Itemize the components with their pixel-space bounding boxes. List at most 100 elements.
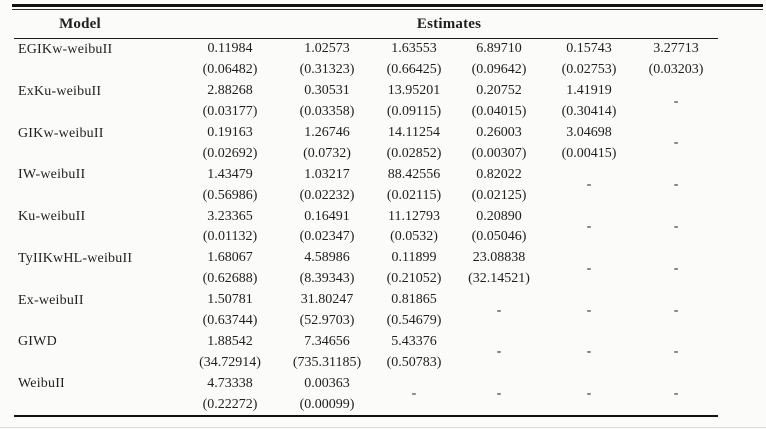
missing-value-cell: - [496, 302, 502, 318]
table-row-stderr: (0.03177) (0.03358) (0.09115) (0.04015) (0.3… [14, 102, 718, 123]
estimate-value-cell: 31.80247 [300, 292, 354, 308]
estimate-value-cell: 0.15743 [566, 41, 612, 57]
estimate-value-cell: 23.08838 [472, 250, 526, 266]
estimate-value-cell: 0.81865 [391, 292, 437, 308]
missing-value-cell: - [496, 386, 502, 402]
standard-error-cell: (0.63744) [202, 313, 258, 329]
table-row-stderr: (34.72914) (735.31185) (0.50783) [14, 352, 718, 373]
column-header-model: Model [14, 10, 180, 39]
estimate-value-cell: 0.11899 [391, 250, 437, 266]
table-row: IW-weibuII 1.43479 1.03217 88.42556 0.82022 -… [14, 164, 718, 191]
table-row-stderr: (0.06482) (0.31323) (0.66425) (0.09642) (0.0… [14, 60, 718, 81]
missing-value-cell: - [673, 386, 679, 402]
missing-value-cell: - [586, 302, 592, 318]
standard-error-cell: (0.22272) [202, 396, 258, 412]
table-row-stderr: (0.01132) (0.02347) (0.0532) (0.05046) [14, 227, 718, 248]
standard-error-cell: (0.56986) [202, 187, 258, 203]
model-cell: IW-weibuII [18, 167, 86, 183]
standard-error-cell: (0.01132) [202, 229, 258, 245]
standard-error-cell: (0.30414) [561, 104, 617, 120]
estimate-value-cell: 2.88268 [207, 83, 253, 99]
missing-value-cell: - [586, 386, 592, 402]
missing-value-cell: - [673, 260, 679, 276]
standard-error-cell: (0.09115) [386, 104, 442, 120]
standard-error-cell: (0.00307) [471, 145, 527, 161]
missing-value-cell: - [673, 135, 679, 151]
missing-value-cell: - [673, 219, 679, 235]
estimate-value-cell: 1.03217 [304, 166, 350, 182]
standard-error-cell: (0.06482) [202, 62, 258, 78]
estimate-value-cell: 3.27713 [653, 41, 699, 57]
estimate-value-cell: 88.42556 [387, 166, 441, 182]
estimate-value-cell: 11.12793 [388, 208, 440, 224]
missing-value-cell: - [411, 386, 417, 402]
estimate-value-cell: 0.19163 [207, 125, 253, 140]
estimate-value-cell: 1.02573 [304, 41, 350, 57]
estimate-value-cell: 0.30531 [304, 83, 350, 99]
model-cell: TyIIKwHL-weibuII [18, 250, 133, 266]
estimate-value-cell: 13.95201 [387, 83, 441, 99]
model-cell: ExKu-weibuII [18, 83, 102, 99]
table-header-row: Model Estimates [14, 10, 719, 39]
standard-error-cell: (0.62688) [202, 271, 258, 287]
table-row: Ex-weibuII 1.50781 31.80247 0.81865 - - - [14, 290, 718, 317]
estimate-value-cell: 6.89710 [476, 41, 522, 57]
estimate-value-cell: 7.34656 [304, 333, 350, 349]
table-row-stderr: (0.56986) (0.02232) (0.02115) (0.02125) [14, 185, 718, 206]
standard-error-cell: (32.14521) [468, 271, 530, 287]
model-cell: GIKw-weibuII [18, 125, 104, 141]
estimates-table-body: EGIKw-weibuII 0.11984 1.02573 1.63553 6.8971… [14, 39, 718, 417]
column-header-estimates: Estimates [180, 10, 719, 39]
estimate-value-cell: 0.82022 [476, 166, 522, 182]
estimate-value-cell: 4.73338 [207, 375, 253, 391]
estimate-value-cell: 1.26746 [304, 125, 350, 140]
table-row: ExKu-weibuII 2.88268 0.30531 13.95201 0.2075… [14, 81, 718, 108]
estimate-value-cell: 0.16491 [304, 208, 350, 224]
table-row: GIKw-weibuII 0.19163 1.26746 14.11254 0.2600… [14, 123, 718, 150]
estimate-value-cell: 4.58986 [304, 250, 350, 266]
standard-error-cell: (0.66425) [386, 62, 442, 78]
table-row-stderr: (0.22272) (0.00099) [14, 394, 718, 416]
standard-error-cell: (0.0532) [390, 229, 438, 245]
estimate-value-cell: 14.11254 [388, 125, 440, 140]
table-row: TyIIKwHL-weibuII 1.68067 4.58986 0.11899 23.… [14, 248, 718, 275]
standard-error-cell: (0.03203) [648, 62, 704, 78]
table-row: Ku-weibuII 3.23365 0.16491 11.12793 0.20890 -… [14, 206, 718, 233]
standard-error-cell: (0.09642) [471, 62, 527, 78]
model-cell: WeibuII [18, 376, 65, 392]
missing-value-cell: - [673, 302, 679, 318]
standard-error-cell: (8.39343) [299, 271, 355, 287]
standard-error-cell: (0.02347) [299, 229, 355, 245]
estimate-value-cell: 1.43479 [207, 166, 253, 182]
missing-value-cell: - [586, 344, 592, 360]
standard-error-cell: (34.72914) [199, 354, 261, 370]
estimate-value-cell: 1.88542 [207, 333, 253, 349]
missing-value-cell: - [586, 177, 592, 193]
table-row: WeibuII 4.73338 0.00363 - - - - [14, 373, 718, 400]
standard-error-cell: (0.02125) [471, 187, 527, 203]
estimate-value-cell: 5.43376 [391, 333, 437, 349]
standard-error-cell: (0.02852) [386, 145, 442, 161]
estimate-value-cell: 1.41919 [566, 83, 612, 99]
model-cell: GIWD [18, 334, 57, 350]
estimate-value-cell: 1.68067 [207, 250, 253, 266]
model-cell: Ex-weibuII [18, 292, 84, 308]
model-estimates-table: Model Estimates EGIKw-weibuII 0.11984 1.02… [14, 10, 719, 418]
model-cell: Ku-weibuII [18, 209, 86, 225]
standard-error-cell: (0.02753) [561, 62, 617, 78]
standard-error-cell: (0.50783) [386, 354, 442, 370]
standard-error-cell: (0.0732) [303, 145, 351, 161]
standard-error-cell: (0.03358) [299, 104, 355, 120]
table-top-rule-thin [12, 8, 763, 10]
standard-error-cell: (0.00415) [561, 145, 617, 161]
estimate-value-cell: 1.63553 [391, 41, 437, 57]
table-row-stderr: (0.02692) (0.0732) (0.02852) (0.00307) (0.00… [14, 143, 718, 164]
table-row-stderr: (0.62688) (8.39343) (0.21052) (32.14521) [14, 269, 718, 290]
missing-value-cell: - [673, 344, 679, 360]
standard-error-cell: (0.54679) [386, 313, 442, 329]
table-row: GIWD 1.88542 7.34656 5.43376 - - - [14, 331, 718, 358]
missing-value-cell: - [673, 177, 679, 193]
standard-error-cell: (0.00099) [299, 396, 355, 412]
standard-error-cell: (0.02692) [202, 145, 258, 161]
